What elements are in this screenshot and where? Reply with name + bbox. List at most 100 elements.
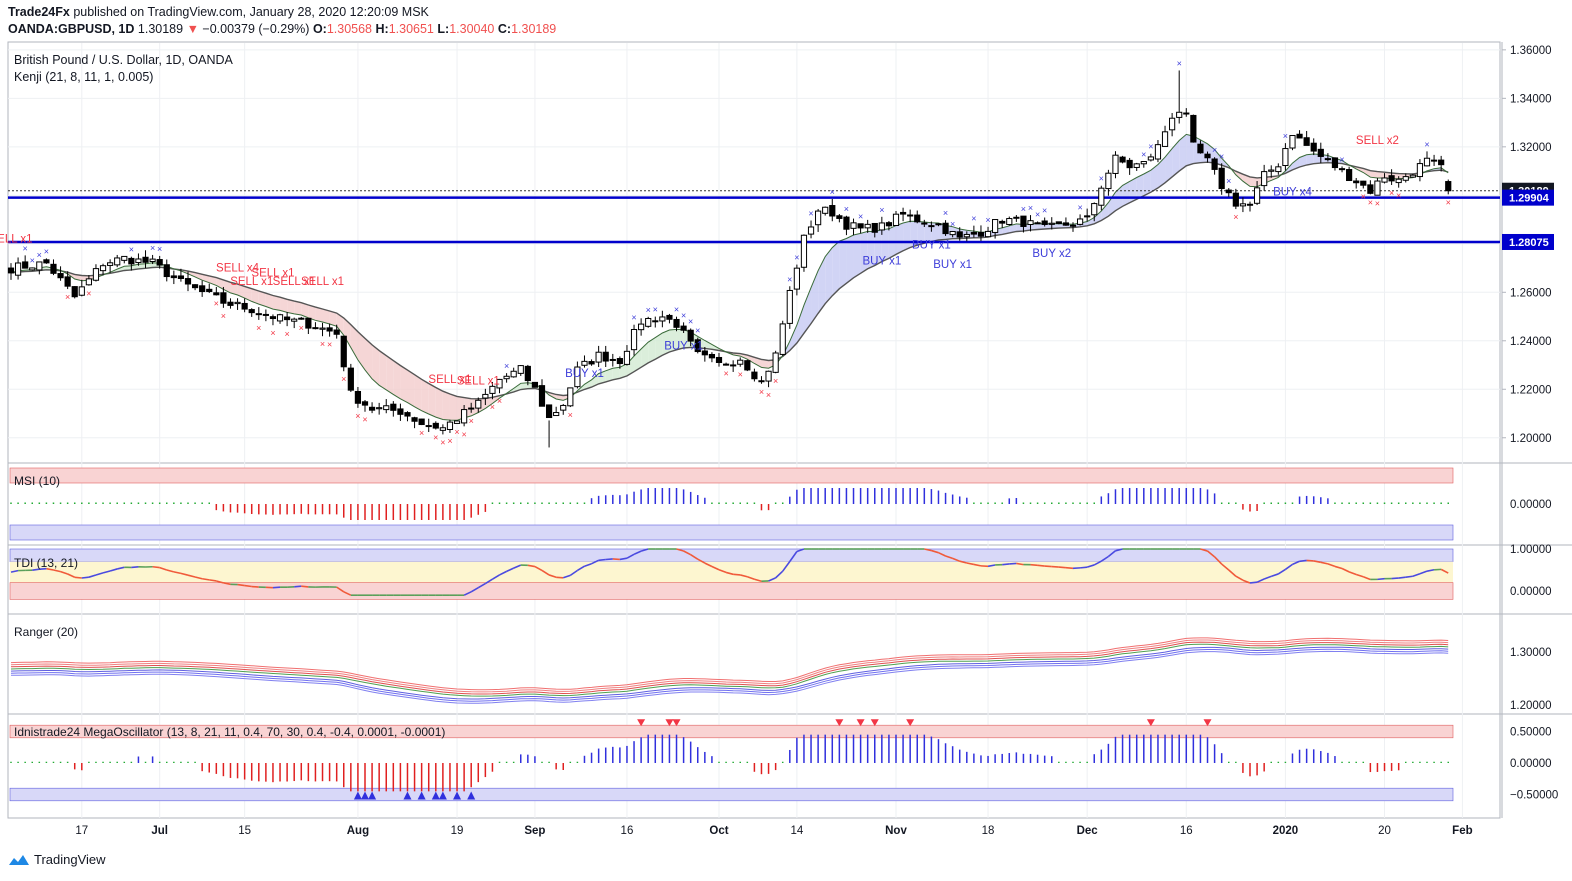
kenji-cloud-segment — [294, 301, 302, 316]
candle-body — [673, 318, 680, 328]
candle-body — [836, 215, 843, 219]
tdi-line-segment — [1419, 570, 1428, 575]
tdi-line-segment — [1100, 555, 1109, 562]
candle-body — [963, 233, 970, 238]
sell-marker: × — [327, 340, 332, 350]
candle-body — [1317, 148, 1324, 157]
high-label: H: — [375, 22, 389, 36]
candle-body — [1402, 176, 1409, 181]
signal-label: BUY x2 — [1032, 248, 1071, 260]
ranger-tick-label: 1.20000 — [1510, 700, 1552, 712]
signal-label: BUY x1 — [912, 240, 951, 252]
tdi-line-segment — [626, 553, 635, 559]
kenji-cloud-segment — [357, 331, 365, 370]
tradingview-logo-icon — [9, 854, 29, 865]
x-tick-label: Feb — [1452, 825, 1472, 837]
publisher-name[interactable]: Trade24Fx — [8, 5, 70, 19]
candle-body — [956, 231, 963, 238]
tdi-panel[interactable]: 1.00000 0.00000 — [9, 544, 1552, 600]
candle-body — [383, 405, 390, 411]
mega-sell-triangle — [870, 719, 879, 727]
candle-body — [291, 318, 298, 322]
tdi-line-segment — [1207, 550, 1216, 558]
mega-oscillator-title: Idnistrade24 MegaOscillator (13, 8, 21, … — [14, 725, 445, 739]
signal-label: BUY x1 — [664, 340, 703, 352]
candle-body — [227, 301, 234, 306]
kenji-cloud-segment — [1037, 223, 1045, 230]
tdi-line-segment — [499, 570, 507, 576]
tdi-line-segment — [733, 573, 741, 576]
tdi-line-segment — [747, 575, 755, 581]
sell-marker: × — [299, 323, 304, 333]
candle-body — [949, 230, 956, 236]
candle-body — [1119, 156, 1126, 163]
candle-body — [666, 314, 673, 320]
candle-body — [815, 210, 822, 226]
tdi-line-segment — [1242, 579, 1251, 584]
candle-body — [149, 258, 156, 263]
kenji-cloud-segment — [641, 342, 649, 368]
tdi-line-segment — [159, 566, 168, 571]
candle-body — [843, 216, 850, 230]
tdi-line-segment — [301, 585, 309, 588]
kenji-cloud-segment — [343, 318, 351, 348]
candle-body — [609, 358, 616, 361]
price-panel[interactable]: ××× ×× ×× × ××××× ××× ××× ×× × × ×× ×××××××× × ××××× ×… — [0, 58, 1500, 448]
candle-body — [744, 360, 751, 371]
candle-body — [1353, 180, 1360, 184]
tdi-line-segment — [223, 582, 231, 586]
buy-marker: × — [1021, 204, 1026, 214]
candle-body — [1225, 189, 1232, 194]
kenji-cloud-segment — [796, 305, 804, 344]
mega-sell-triangle — [835, 719, 844, 727]
tdi-line-segment — [1249, 581, 1258, 584]
candle-body — [595, 351, 602, 363]
tdi-line-segment — [10, 569, 19, 573]
x-tick-label: 19 — [451, 825, 464, 837]
signal-label: SELL x4 — [216, 263, 260, 275]
tdi-line-segment — [1002, 563, 1010, 566]
candle-body — [779, 323, 786, 355]
tdi-line-segment — [754, 578, 762, 582]
support-2-badge-bg — [1502, 233, 1554, 250]
mega-buy-triangle — [438, 791, 447, 800]
tdi-line-segment — [966, 562, 975, 566]
kenji-cloud-segment — [1306, 153, 1314, 166]
buy-marker: × — [794, 253, 799, 263]
tdi-line-segment — [676, 548, 684, 552]
mega-oscillator-panel[interactable]: 0.50000 0.00000 −0.50000 — [9, 719, 1558, 802]
tdi-line-segment — [973, 563, 982, 567]
buy-marker: × — [150, 243, 155, 253]
candle-body — [892, 213, 900, 226]
tdi-line-segment — [598, 558, 606, 562]
candle-body — [878, 222, 885, 231]
candle-body — [446, 421, 454, 430]
buy-marker: × — [943, 208, 948, 218]
x-tick-label: Nov — [885, 825, 907, 837]
price-change: −0.00379 (−0.29%) — [202, 22, 310, 36]
tdi-line-segment — [562, 574, 571, 579]
candle-body — [652, 320, 659, 323]
tdi-line-segment — [102, 570, 111, 574]
tdi-line-segment — [67, 573, 76, 579]
sell-marker: × — [1396, 191, 1401, 201]
ranger-panel[interactable]: 1.30000 1.20000 — [10, 637, 1552, 712]
candle-body — [262, 313, 269, 316]
buy-marker: × — [674, 305, 679, 315]
kenji-cloud-segment — [251, 288, 259, 305]
buy-marker: × — [646, 305, 651, 315]
kenji-cloud-segment — [315, 307, 323, 323]
candle-body — [907, 214, 914, 217]
tdi-line-segment — [1263, 575, 1272, 580]
candle-body — [1395, 178, 1402, 184]
msi-panel[interactable]: 0.00000 — [9, 467, 1552, 541]
tdi-line-segment — [1334, 565, 1343, 570]
candle-body — [482, 393, 489, 399]
candle-body — [1218, 167, 1225, 190]
kenji-cloud-segment — [761, 359, 769, 369]
low-label: L: — [437, 22, 450, 36]
buy-marker: × — [631, 313, 636, 323]
kenji-cloud-segment — [329, 311, 337, 327]
tradingview-footer[interactable]: TradingView — [8, 852, 106, 867]
